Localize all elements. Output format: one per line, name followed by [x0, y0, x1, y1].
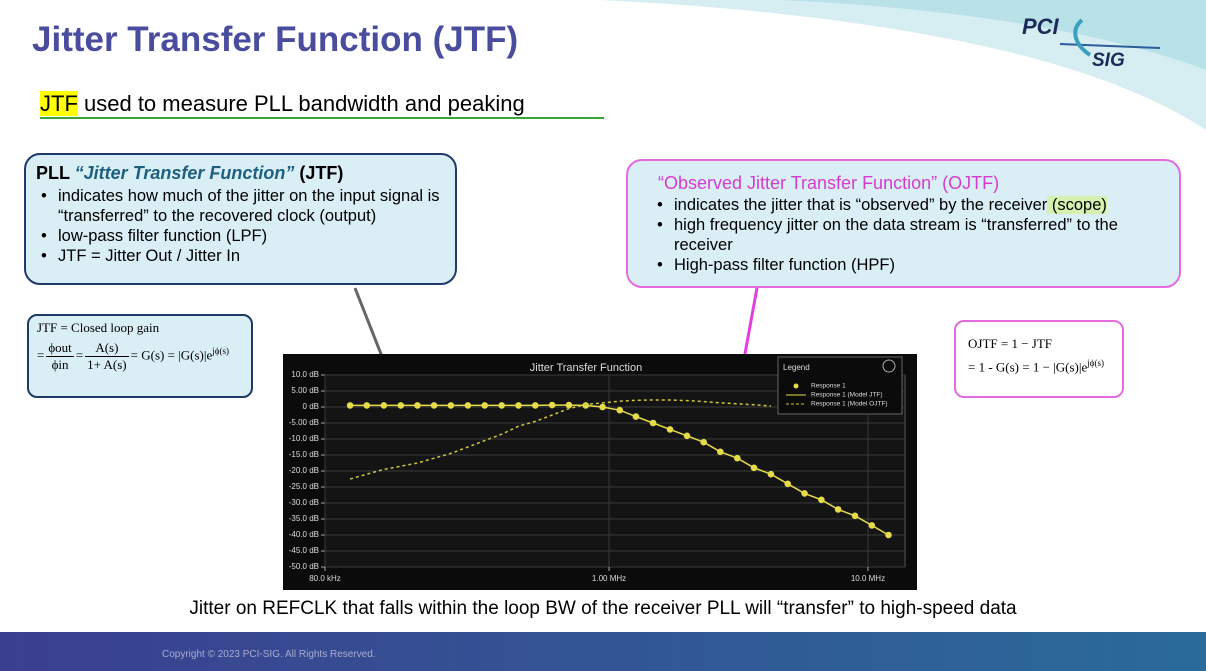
legend-swatch — [793, 383, 799, 389]
bullet: JTF = Jitter Out / Jitter In — [41, 246, 445, 266]
highlight: (scope) — [1047, 196, 1107, 214]
y-tick-label: 5.00 dB — [291, 386, 319, 395]
ojtf-formula: OJTF = 1 − JTF = 1 - G(s) = 1 − |G(s)|ej… — [954, 320, 1124, 398]
bullet: indicates the jitter that is “observed” … — [657, 195, 1165, 215]
numerator: ϕout — [46, 340, 74, 357]
y-tick-label: -15.0 dB — [289, 450, 319, 459]
ojtf-box: “Observed Jitter Transfer Function” (OJT… — [626, 159, 1181, 288]
formula-part: = 1 - G(s) = 1 − |G(s)|e — [968, 359, 1088, 375]
legend-button — [882, 359, 896, 373]
y-tick-label: 10.0 dB — [291, 370, 319, 379]
logo-text: SIG — [1092, 50, 1125, 71]
line — [349, 399, 772, 480]
legend-label: Response 1 (Model OJTF) — [811, 401, 888, 408]
y-tick-label: 0 dB — [303, 402, 319, 411]
bullet: indicates how much of the jitter on the … — [41, 186, 445, 226]
footer-bar — [0, 632, 1206, 671]
chart-title: Jitter Transfer Function — [530, 362, 643, 374]
legend-label: Response 1 (Model JTF) — [811, 392, 883, 399]
x-tick-label: 80.0 kHz — [309, 574, 341, 583]
line — [350, 404, 889, 536]
highlight: JTF — [40, 91, 78, 116]
subtitle-text: used to measure PLL bandwidth and peakin… — [77, 91, 525, 116]
heading-part: PLL — [36, 163, 75, 183]
caption: Jitter on REFCLK that falls within the l… — [189, 598, 1017, 619]
slide-title: Jitter Transfer Function (JTF) — [32, 20, 519, 59]
jtf-box: PLL “Jitter Transfer Function” (JTF) ind… — [24, 153, 457, 285]
y-tick-label: -10.0 dB — [289, 434, 319, 443]
swoosh — [600, 0, 1206, 130]
legend: Legend Response 1 Response 1 (Model JTF) Re… — [777, 356, 903, 415]
y-tick-label: -45.0 dB — [289, 546, 319, 555]
y-tick-label: -50.0 dB — [289, 562, 319, 571]
bullet: high frequency jitter on the data stream… — [657, 215, 1165, 255]
x-tick-label: 10.0 MHz — [851, 574, 885, 583]
denominator: ϕin — [51, 357, 69, 372]
y-tick-label: -40.0 dB — [289, 530, 319, 539]
box-heading: PLL “Jitter Transfer Function” (JTF) — [36, 163, 445, 184]
numerator: A(s) — [85, 340, 129, 357]
copyright: Copyright © 2023 PCI-SIG. All Rights Res… — [162, 649, 376, 660]
formula-part: = — [37, 347, 45, 363]
denominator: 1+ A(s) — [87, 357, 127, 372]
heading-part: “Jitter Transfer Function” — [74, 163, 295, 183]
y-tick-label: -20.0 dB — [289, 466, 319, 475]
bullet: High-pass filter function (HPF) — [657, 255, 1165, 275]
y-tick-label: -5.00 dB — [289, 418, 319, 427]
logo-swoosh — [1059, 43, 1161, 49]
jtf-formula: JTF = Closed loop gain = ϕout ϕin = A(s) 1+ A… — [27, 314, 253, 398]
formula-line: OJTF = 1 − JTF — [968, 336, 1053, 351]
fraction: A(s) 1+ A(s) — [85, 340, 129, 373]
formula-line: JTF = Closed loop gain — [37, 320, 160, 335]
bullet: low-pass filter function (LPF) — [41, 226, 445, 246]
swoosh-inner — [780, 0, 1206, 70]
formula-part: = — [75, 347, 84, 363]
logo-swoosh — [1073, 18, 1092, 57]
formula-line: = 1 - G(s) = 1 − |G(s)|ejϕ(s) — [968, 358, 1110, 375]
heading-part: (JTF) — [294, 163, 344, 183]
box-heading: “Observed Jitter Transfer Function” (OJT… — [658, 173, 1000, 193]
bullet-text: indicates the jitter that is “observed” … — [674, 196, 1048, 214]
formula-part: = G(s) = |G(s)|e — [130, 347, 213, 363]
x-tick-label: 1.00 MHz — [592, 574, 626, 583]
fraction: ϕout ϕin — [46, 340, 74, 373]
bullets: indicates how much of the jitter on the … — [36, 186, 445, 266]
chart: Jitter Transfer Function 10.0 dB 5.00 dB 0… — [283, 354, 917, 590]
subtitle: JTF used to measure PLL bandwidth and pe… — [40, 91, 525, 117]
superscript: jϕ(s) — [1087, 358, 1104, 368]
bullets: indicates the jitter that is “observed” … — [642, 195, 1165, 275]
y-tick-label: -25.0 dB — [289, 482, 319, 491]
legend-title: Legend — [783, 363, 810, 372]
legend-label: Response 1 — [811, 383, 846, 390]
formula-line: = ϕout ϕin = A(s) 1+ A(s) = G(s) = |G(s)|ejϕ(s… — [37, 340, 243, 373]
logo-text: PCI — [1022, 14, 1059, 39]
y-tick-label: -30.0 dB — [289, 498, 319, 507]
y-tick-label: -35.0 dB — [289, 514, 319, 523]
superscript: jϕ(s) — [212, 346, 229, 357]
